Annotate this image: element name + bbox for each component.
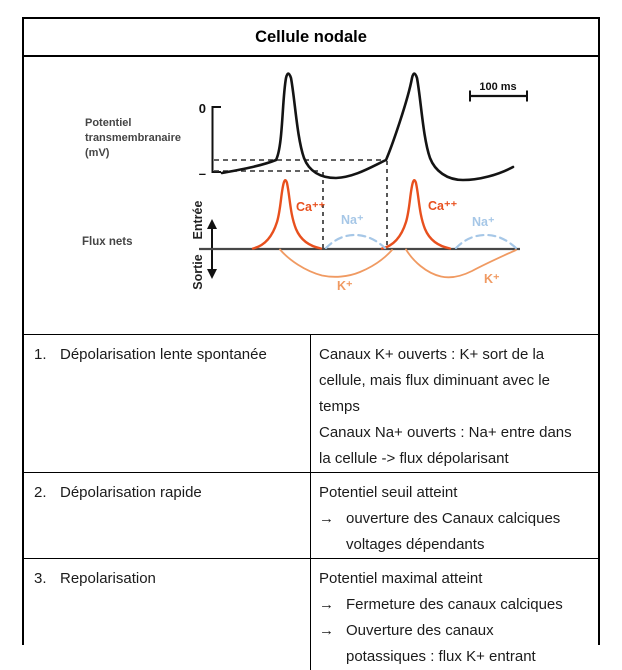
table-title-row: Cellule nodale: [24, 19, 598, 57]
bullet-text: Ouverture des canaux potassiques : flux …: [346, 618, 536, 670]
bullet-line: Ouverture des canaux: [346, 622, 494, 639]
cellule-nodale-table: Cellule nodale 0 – 100 ms: [22, 17, 600, 670]
bullet-line: voltages dépendants: [346, 536, 485, 553]
bullet-text: ouverture des Canaux calciques voltages …: [346, 506, 560, 558]
table-row: 1. Dépolarisation lente spontanée Canaux…: [24, 335, 598, 473]
description-line: cellule, mais flux diminuant avec le: [319, 372, 550, 389]
bullet-item: → ouverture des Canaux calciques voltage…: [319, 506, 590, 558]
description-line: la cellule -> flux dépolarisant: [319, 450, 509, 467]
phase-label: Repolarisation: [60, 570, 156, 587]
arrow-up-icon: [207, 219, 217, 229]
na-label-1: Na⁺: [341, 213, 364, 227]
phase-cell-2: 2. Dépolarisation rapide: [24, 473, 310, 558]
nodal-cell-figure: 0 – 100 ms Entrée Sortie: [82, 72, 528, 293]
arrow-down-icon: [207, 269, 217, 279]
row-number: 3.: [34, 570, 47, 587]
ca-flux-trace-1: [251, 179, 323, 250]
description-line: temps: [319, 398, 360, 415]
y-axis-minus-label: –: [199, 166, 206, 181]
potential-axis-caption-line3: (mV): [85, 147, 110, 159]
potential-axis-caption-line2: transmembranaire: [85, 132, 181, 144]
k-flux-trace-1: [279, 248, 393, 278]
flux-axis-caption: Flux nets: [82, 236, 132, 248]
bullet-line: Fermeture des canaux calciques: [346, 596, 563, 613]
row-number: 1.: [34, 346, 47, 363]
k-label-2: K⁺: [484, 272, 500, 286]
na-label-2: Na⁺: [472, 215, 495, 229]
potential-y-axis: [211, 106, 221, 173]
y-axis-zero-label: 0: [199, 101, 206, 116]
row-number: 2.: [34, 484, 47, 501]
na-flux-trace-1: [324, 233, 387, 250]
phase-cell-3: 3. Repolarisation: [24, 559, 310, 670]
description-cell-1: Canaux K+ ouverts : K+ sort de la cellul…: [310, 335, 598, 472]
description-line: Canaux K+ ouverts : K+ sort de la: [319, 346, 545, 363]
description-line: Potentiel seuil atteint: [319, 484, 458, 501]
potential-axis-caption-line1: Potentiel: [85, 117, 131, 129]
description-cell-2: Potentiel seuil atteint → ouverture des …: [310, 473, 598, 558]
flux-inward-axis-label: Entrée: [191, 201, 205, 240]
bullet-line: potassiques : flux K+ entrant: [346, 648, 536, 665]
bullet-line: ouverture des Canaux calciques: [346, 510, 561, 527]
description-cell-3: Potentiel maximal atteint → Fermeture de…: [310, 559, 598, 670]
bullet-item: → Fermeture des canaux calciques: [319, 592, 590, 618]
k-label-1: K⁺: [337, 279, 353, 293]
phase-cell-1: 1. Dépolarisation lente spontanée: [24, 335, 310, 472]
bullet-arrow-icon: →: [319, 510, 334, 527]
description-line: Potentiel maximal atteint: [319, 570, 483, 587]
phase-label: Dépolarisation rapide: [60, 484, 202, 501]
flux-outward-axis-label: Sortie: [191, 254, 205, 289]
figure-cell: 0 – 100 ms Entrée Sortie: [24, 57, 598, 335]
ca-label-2: Ca⁺⁺: [428, 199, 458, 213]
ca-label-1: Ca⁺⁺: [296, 200, 326, 214]
phase-label: Dépolarisation lente spontanée: [60, 346, 267, 363]
bullet-text: Fermeture des canaux calciques: [346, 592, 563, 618]
bullet-item: → Ouverture des canaux potassiques : flu…: [319, 618, 590, 670]
potential-trace: [220, 72, 515, 182]
k-flux-trace-2: [405, 248, 517, 279]
scale-bar-label: 100 ms: [479, 81, 516, 93]
na-flux-trace-2: [454, 233, 518, 250]
ca-flux-trace-2: [380, 179, 452, 250]
table-row: 2. Dépolarisation rapide Potentiel seuil…: [24, 473, 598, 559]
bullet-arrow-icon: →: [319, 622, 334, 639]
table-row: 3. Repolarisation Potentiel maximal atte…: [24, 559, 598, 670]
page-title: Cellule nodale: [255, 27, 367, 46]
description-line: Canaux Na+ ouverts : Na+ entre dans: [319, 424, 572, 441]
bullet-arrow-icon: →: [319, 596, 334, 613]
